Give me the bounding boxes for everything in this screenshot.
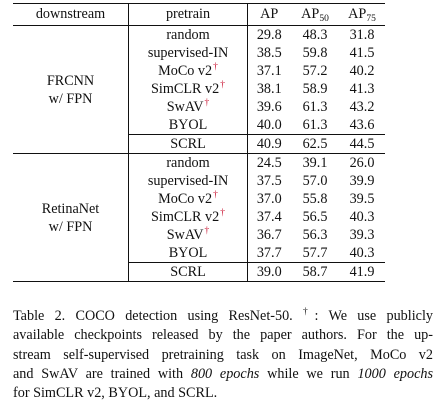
ap75-cell: 40.3: [349, 209, 375, 225]
ap50-cell: 58.7: [290, 262, 340, 282]
ap75-cell: 31.8: [349, 27, 375, 43]
ap-cell: 37.1: [256, 63, 282, 79]
ap50-cell: 61.3: [302, 117, 328, 133]
ap75-cell: 39.9: [349, 173, 375, 189]
ap50-cell: 56.3: [302, 227, 328, 243]
ap50-cell: 61.3: [302, 99, 328, 115]
pretrain-cell: supervised-IN: [128, 44, 248, 62]
table-caption: Table 2. COCO detection using ResNet-50.…: [13, 307, 433, 403]
ap75-cell: 41.5: [349, 45, 375, 61]
table-row: BYOL 37.7 57.7 40.3: [13, 244, 385, 263]
table-row: BYOL 40.0 61.3 43.6: [13, 116, 385, 135]
pretrain-cell: SCRL: [128, 262, 248, 282]
downstream-cell: FRCNN w/ FPN: [13, 25, 129, 154]
table-row: RetinaNet w/ FPN random 24.5 39.1 26.0: [13, 153, 385, 282]
table-row: SwAV† 39.6 61.3 43.2: [13, 98, 385, 116]
ap-cell: 39.6: [256, 99, 282, 115]
table-row: SwAV† 36.7 56.3 39.3: [13, 226, 385, 244]
results-table: downstream pretrain AP AP50 AP75 FRCNN w/…: [13, 3, 385, 282]
caption-line-2: available checkpoints released by the pa…: [13, 327, 433, 344]
dagger-mark: †: [213, 62, 218, 72]
header-downstream: downstream: [13, 3, 129, 26]
pretrain-cell: random: [128, 153, 248, 172]
ap-cell: 37.4: [256, 209, 282, 225]
pretrain-cell: SimCLR v2†: [128, 208, 248, 226]
header-row: downstream pretrain AP AP50 AP75: [13, 3, 385, 26]
ap75-cell: 41.3: [349, 81, 375, 97]
pretrain-cell: MoCo v2†: [128, 62, 248, 80]
ap50-cell: 39.1: [302, 155, 328, 171]
pretrain-cell: SwAV†: [128, 226, 248, 244]
table-row: SCRL 40.9 62.5 44.5: [13, 134, 385, 154]
caption-line-5: for SimCLR v2, BYOL, and SCRL.: [13, 385, 218, 402]
pretrain-cell: supervised-IN: [128, 172, 248, 190]
ap50-cell: 57.7: [302, 245, 328, 261]
ap75-cell: 39.5: [349, 191, 375, 207]
pretrain-cell: BYOL: [128, 244, 248, 263]
pretrain-cell: SimCLR v2†: [128, 80, 248, 98]
header-ap50: AP50: [290, 3, 340, 26]
table-row: MoCo v2† 37.1 57.2 40.2: [13, 62, 385, 80]
table-row: SimCLR v2† 38.1 58.9 41.3: [13, 80, 385, 98]
ap75-cell: 39.3: [349, 227, 375, 243]
downstream-variant: w/ FPN: [48, 90, 93, 107]
downstream-cell: RetinaNet w/ FPN: [13, 153, 129, 282]
header-ap75: AP75: [339, 3, 385, 26]
ap75-cell: 44.5: [339, 134, 385, 154]
table-row: supervised-IN 37.5 57.0 39.9: [13, 172, 385, 190]
ap50-cell: 55.8: [302, 191, 328, 207]
ap75-cell: 41.9: [339, 262, 385, 282]
ap75-cell: 40.2: [349, 63, 375, 79]
ap-cell: 39.0: [247, 262, 291, 282]
ap-cell: 37.5: [256, 173, 282, 189]
downstream-variant: w/ FPN: [48, 218, 93, 235]
ap-cell: 24.5: [256, 155, 282, 171]
ap-cell: 40.9: [247, 134, 291, 154]
ap-cell: 37.0: [256, 191, 282, 207]
pretrain-cell: BYOL: [128, 116, 248, 135]
dagger-mark: †: [204, 98, 210, 108]
ap-cell: 38.5: [256, 45, 282, 61]
dagger-mark: †: [220, 80, 225, 90]
caption-line-3: stream self-supervised pretraining task …: [13, 346, 433, 363]
ap-cell: 36.7: [256, 227, 282, 243]
table-row: MoCo v2† 37.0 55.8 39.5: [13, 190, 385, 208]
ap75-cell: 43.6: [349, 117, 375, 133]
downstream-name: RetinaNet: [41, 200, 100, 217]
dagger-mark: †: [220, 208, 225, 218]
ap50-cell: 56.5: [302, 209, 328, 225]
downstream-name: FRCNN: [46, 72, 95, 89]
ap50-cell: 62.5: [290, 134, 340, 154]
caption-line-4: and SwAV are trained with 800 epochs whi…: [13, 365, 433, 382]
ap-cell: 37.7: [256, 245, 282, 261]
ap50-cell: 59.8: [302, 45, 328, 61]
dagger-mark: †: [204, 226, 210, 236]
ap50-cell: 57.2: [302, 63, 328, 79]
pretrain-cell: random: [128, 25, 248, 44]
ap75-cell: 26.0: [349, 155, 375, 171]
ap-cell: 40.0: [256, 117, 282, 133]
ap75-cell: 40.3: [349, 245, 375, 261]
dagger-mark: †: [303, 307, 315, 317]
table-row: SimCLR v2† 37.4 56.5 40.3: [13, 208, 385, 226]
ap50-cell: 58.9: [302, 81, 328, 97]
header-pretrain: pretrain: [128, 3, 248, 26]
ap-cell: 29.8: [256, 27, 282, 43]
pretrain-cell: SwAV†: [128, 98, 248, 116]
ap50-cell: 57.0: [302, 173, 328, 189]
pretrain-cell: MoCo v2†: [128, 190, 248, 208]
caption-line-1: Table 2. COCO detection using ResNet-50.…: [13, 307, 433, 324]
ap50-cell: 48.3: [302, 27, 328, 43]
dagger-mark: †: [213, 190, 218, 200]
header-ap: AP: [247, 3, 291, 26]
table-row: SCRL 39.0 58.7 41.9: [13, 262, 385, 282]
pretrain-cell: SCRL: [128, 134, 248, 154]
table-row: supervised-IN 38.5 59.8 41.5: [13, 44, 385, 62]
ap-cell: 38.1: [256, 81, 282, 97]
ap75-cell: 43.2: [349, 99, 375, 115]
table-row: FRCNN w/ FPN random 29.8 48.3 31.8: [13, 25, 385, 154]
